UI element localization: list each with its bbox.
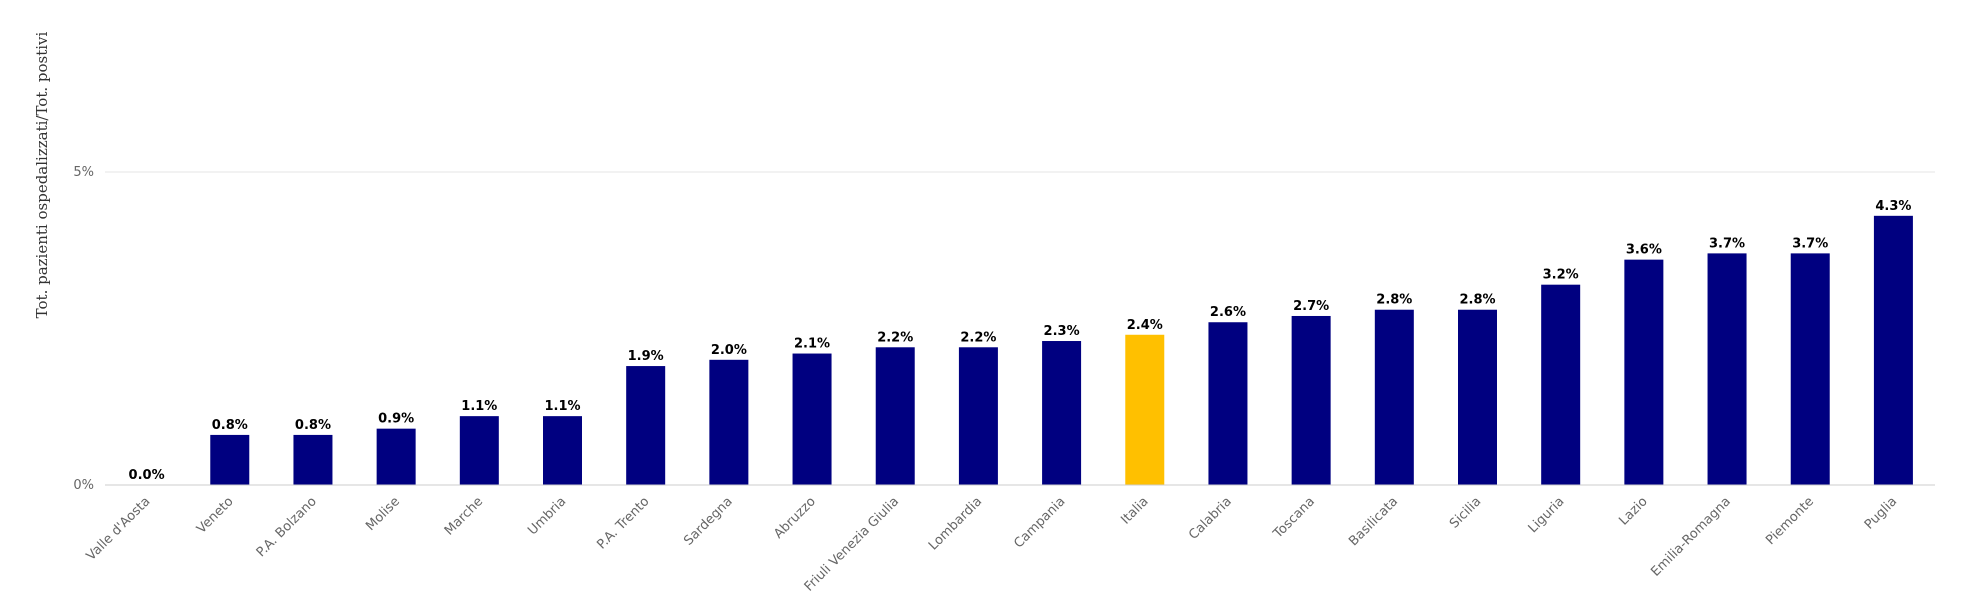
x-tick-label: Molise [363, 494, 403, 534]
bar [1374, 309, 1414, 485]
data-label: 2.7% [1293, 299, 1329, 314]
x-tick-label: Abruzzo [771, 494, 819, 542]
bar [376, 428, 416, 485]
data-label: 2.3% [1044, 324, 1080, 339]
data-label: 3.2% [1543, 268, 1579, 283]
data-label: 2.6% [1210, 305, 1246, 320]
x-tick-label: Emilia-Romagna [1648, 494, 1733, 579]
x-tick-label: P.A. Trento [594, 494, 652, 552]
bar [1873, 215, 1913, 485]
y-axis-label: Tot. pazienti ospedalizzati/Tot. postivi [33, 31, 51, 318]
x-tick-label: Italia [1118, 494, 1151, 527]
data-label: 1.1% [544, 399, 580, 414]
x-tick-label: Friuli Venezia Giulia [802, 494, 902, 594]
bar [1624, 259, 1664, 485]
x-tick-label: Campania [1011, 494, 1068, 551]
data-label: 0.0% [129, 468, 165, 483]
bar [1208, 322, 1248, 485]
x-tick-label: Sardegna [681, 494, 735, 548]
bar [792, 353, 832, 485]
x-tick-label: Valle d'Aosta [84, 494, 154, 564]
y-tick-label: 0% [73, 478, 94, 493]
bar [1541, 284, 1581, 485]
x-tick-label: Toscana [1270, 494, 1318, 542]
bar [1458, 309, 1497, 485]
bars [210, 215, 1913, 485]
bar [459, 416, 499, 485]
bar [626, 366, 666, 485]
data-label: 1.9% [628, 349, 664, 364]
x-tick-label: Veneto [194, 494, 237, 537]
data-label: 3.6% [1626, 243, 1662, 258]
y-tick-label: 5% [73, 165, 94, 180]
bar [543, 416, 582, 485]
x-tick-label: Marche [442, 494, 486, 538]
data-label: 0.9% [378, 412, 414, 427]
bar [210, 434, 250, 485]
x-tick-label: Lazio [1616, 494, 1650, 528]
data-label: 2.2% [877, 330, 913, 345]
data-label: 2.2% [960, 330, 996, 345]
data-label: 4.3% [1875, 199, 1911, 214]
bar [1125, 334, 1165, 485]
bar [958, 347, 998, 485]
bar [1291, 315, 1331, 485]
data-label: 3.7% [1792, 236, 1828, 251]
bar [293, 434, 333, 485]
data-label: 2.0% [711, 343, 747, 358]
x-tick-label: P.A. Bolzano [254, 494, 320, 560]
x-tick-label: Piemonte [1763, 494, 1817, 548]
x-tick-label: Basilicata [1346, 494, 1401, 549]
data-label: 2.8% [1459, 293, 1495, 308]
bar [1707, 253, 1747, 485]
bar [875, 347, 915, 485]
bar [1790, 253, 1830, 485]
x-tick-label: Lombardia [926, 494, 985, 553]
bar [1042, 341, 1082, 485]
x-axis-ticks: Valle d'Aosta Veneto P.A. Bolzano Molise Mar… [84, 494, 1900, 594]
data-label: 2.1% [794, 337, 830, 352]
x-tick-label: Puglia [1862, 494, 1900, 532]
data-label: 0.8% [295, 418, 331, 433]
y-axis-ticks: 0% 5% [73, 165, 94, 493]
data-label: 2.8% [1376, 293, 1412, 308]
x-tick-label: Calabria [1186, 494, 1235, 543]
x-tick-label: Liguria [1526, 494, 1568, 536]
data-labels: 0.0% 0.8% 0.8% 0.9% 1.1% 1.1% 1.9% 2.0% 2.1% 2.2%… [129, 199, 1912, 483]
data-label: 0.8% [212, 418, 248, 433]
x-tick-label: Umbria [525, 494, 569, 538]
bar [709, 359, 749, 485]
data-label: 2.4% [1127, 318, 1163, 333]
data-label: 1.1% [461, 399, 497, 414]
data-label: 3.7% [1709, 236, 1745, 251]
x-tick-label: Sicilia [1447, 494, 1484, 531]
